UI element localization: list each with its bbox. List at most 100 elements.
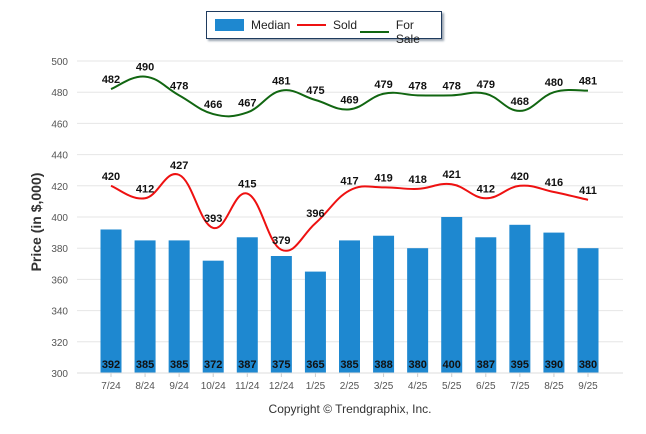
median-bar xyxy=(134,240,156,373)
median-bar xyxy=(270,256,292,373)
legend-item-for-sale[interactable]: For Sale xyxy=(360,18,441,46)
y-tick-label: 380 xyxy=(51,244,68,255)
median-bars xyxy=(100,217,599,373)
for-sale-label: 479 xyxy=(374,79,392,91)
x-axis-ticks: 7/24 8/24 9/24 10/24 11/24 12/24 1/25 2/25 3/25 4… xyxy=(77,372,623,392)
y-tick-label: 340 xyxy=(51,307,68,318)
median-label: 365 xyxy=(306,359,324,371)
median-bar xyxy=(407,248,429,373)
sold-label: 421 xyxy=(443,169,461,181)
y-tick-label: 320 xyxy=(51,338,68,349)
for-sale-label: 468 xyxy=(511,96,529,108)
sold-label: 396 xyxy=(306,208,324,220)
data-labels: 392 385 385 372 387 375 365 385 388 380 400 387 395 3… xyxy=(102,62,597,371)
x-tick-label: 3/25 xyxy=(374,381,394,392)
median-label: 387 xyxy=(238,359,256,371)
median-label: 385 xyxy=(136,359,154,371)
median-label: 395 xyxy=(511,359,529,371)
for-sale-label: 490 xyxy=(136,62,154,74)
x-tick-label: 5/25 xyxy=(442,381,462,392)
median-bar xyxy=(475,237,497,373)
median-bar xyxy=(202,260,224,373)
median-label: 400 xyxy=(443,359,461,371)
median-label: 388 xyxy=(374,359,392,371)
median-bar xyxy=(373,235,395,373)
x-tick-label: 1/25 xyxy=(306,381,326,392)
x-tick-label: 7/25 xyxy=(510,381,530,392)
sold-label: 411 xyxy=(579,185,597,197)
legend-item-median[interactable]: Median xyxy=(215,18,290,32)
median-swatch xyxy=(215,19,244,31)
sold-label: 420 xyxy=(511,171,529,183)
sold-label: 393 xyxy=(204,213,222,225)
legend-label: Sold xyxy=(333,18,358,32)
median-label: 390 xyxy=(545,359,563,371)
legend-label: For Sale xyxy=(395,18,420,46)
x-tick-label: 4/25 xyxy=(408,381,428,392)
median-label: 385 xyxy=(170,359,188,371)
sold-label: 415 xyxy=(238,179,256,191)
y-axis-ticks: 300 320 340 360 380 400 420 440 460 480 500 xyxy=(51,57,68,380)
median-bar xyxy=(577,248,599,373)
sold-label: 417 xyxy=(340,175,358,187)
for-sale-label: 478 xyxy=(408,80,426,92)
y-tick-label: 300 xyxy=(51,369,68,380)
y-tick-label: 360 xyxy=(51,275,68,286)
x-tick-label: 12/24 xyxy=(269,381,294,392)
sold-label: 419 xyxy=(374,172,392,184)
sold-swatch xyxy=(297,24,326,26)
median-bar xyxy=(441,217,463,373)
median-label: 375 xyxy=(272,359,290,371)
sold-label: 412 xyxy=(136,183,154,195)
median-bar xyxy=(100,229,122,373)
y-tick-label: 460 xyxy=(51,119,68,130)
for-sale-swatch xyxy=(360,31,389,33)
for-sale-line xyxy=(110,75,589,118)
y-tick-label: 440 xyxy=(51,151,68,162)
line-series xyxy=(110,75,589,252)
y-tick-label: 480 xyxy=(51,88,68,99)
sold-label: 416 xyxy=(545,177,563,189)
for-sale-label: 475 xyxy=(306,85,324,97)
median-label: 387 xyxy=(477,359,495,371)
x-tick-label: 6/25 xyxy=(476,381,496,392)
sold-label: 412 xyxy=(477,183,495,195)
median-bar xyxy=(543,232,565,373)
x-tick-label: 2/25 xyxy=(340,381,360,392)
legend-label: Median xyxy=(251,18,291,32)
x-tick-label: 7/24 xyxy=(101,381,121,392)
sold-label: 427 xyxy=(170,160,188,172)
for-sale-label: 478 xyxy=(443,80,461,92)
x-tick-label: 9/24 xyxy=(169,381,189,392)
for-sale-label: 482 xyxy=(102,74,120,86)
sold-label: 420 xyxy=(102,171,120,183)
y-axis-label: Price (in $,000) xyxy=(28,172,44,272)
sold-label: 379 xyxy=(272,235,290,247)
for-sale-label: 481 xyxy=(579,76,597,88)
y-tick-label: 400 xyxy=(51,213,68,224)
legend-item-sold[interactable]: Sold xyxy=(297,18,357,32)
y-tick-label: 500 xyxy=(51,57,68,68)
x-tick-label: 8/24 xyxy=(135,381,155,392)
x-tick-label: 8/25 xyxy=(544,381,564,392)
x-tick-label: 10/24 xyxy=(201,381,226,392)
median-label: 380 xyxy=(579,359,597,371)
for-sale-label: 478 xyxy=(170,80,188,92)
median-bar xyxy=(304,271,326,373)
median-label: 385 xyxy=(340,359,358,371)
legend: Median Sold For Sale xyxy=(206,11,442,46)
x-tick-label: 9/25 xyxy=(578,381,598,392)
for-sale-label: 467 xyxy=(238,97,256,109)
for-sale-label: 479 xyxy=(477,79,495,91)
sold-line xyxy=(110,173,589,252)
median-bar xyxy=(168,240,190,373)
for-sale-label: 481 xyxy=(272,76,290,88)
median-label: 372 xyxy=(204,359,222,371)
y-tick-label: 420 xyxy=(51,182,68,193)
for-sale-label: 469 xyxy=(340,94,358,106)
median-label: 380 xyxy=(408,359,426,371)
sold-label: 418 xyxy=(408,174,426,186)
for-sale-label: 480 xyxy=(545,77,563,89)
median-bar xyxy=(236,237,258,373)
